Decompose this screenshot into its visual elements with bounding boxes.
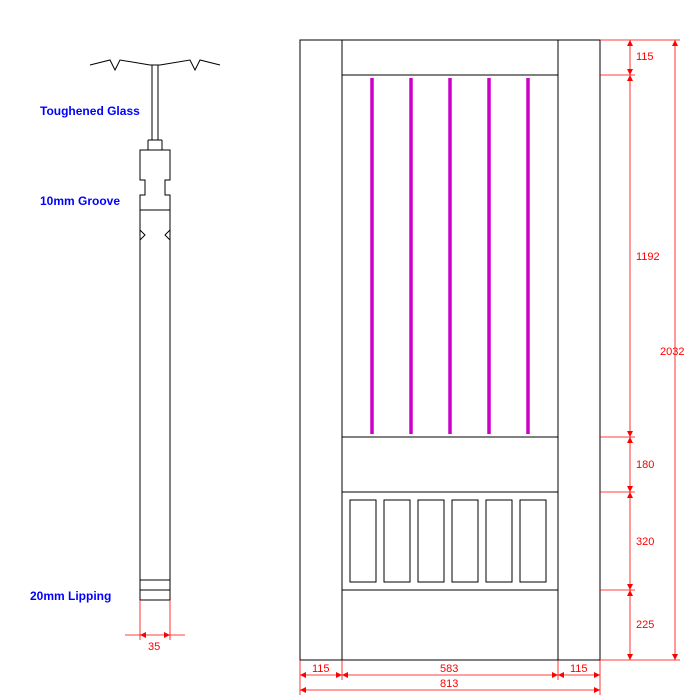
dims-right: 115 1192 180 320 225 2032 [600, 40, 684, 660]
door-section: Toughened Glass 10mm Groove 20mm Lipping… [30, 60, 220, 653]
glass-bars [372, 78, 528, 434]
dim-total-w: 813 [440, 678, 458, 690]
label-lipping: 20mm Lipping [30, 589, 111, 603]
dim-stile-r: 115 [570, 663, 588, 675]
dims-bottom: 115 583 115 813 [300, 660, 600, 695]
label-toughened-glass: Toughened Glass [40, 104, 140, 118]
dim-mid-rail: 180 [636, 459, 654, 471]
dim-stile-l: 115 [312, 663, 330, 675]
dim-bottom-rail: 225 [636, 619, 654, 631]
lower-panels [350, 500, 546, 582]
dim-top-rail: 115 [636, 51, 654, 63]
dim-total-h: 2032 [660, 346, 684, 358]
dim-glass-h: 1192 [636, 251, 660, 263]
dim-section-width: 35 [148, 641, 160, 653]
drawing-canvas: Toughened Glass 10mm Groove 20mm Lipping… [0, 0, 700, 700]
label-groove: 10mm Groove [40, 194, 120, 208]
dim-mid-w: 583 [440, 663, 458, 675]
door-elevation [300, 40, 600, 660]
dim-panel-h: 320 [636, 536, 654, 548]
